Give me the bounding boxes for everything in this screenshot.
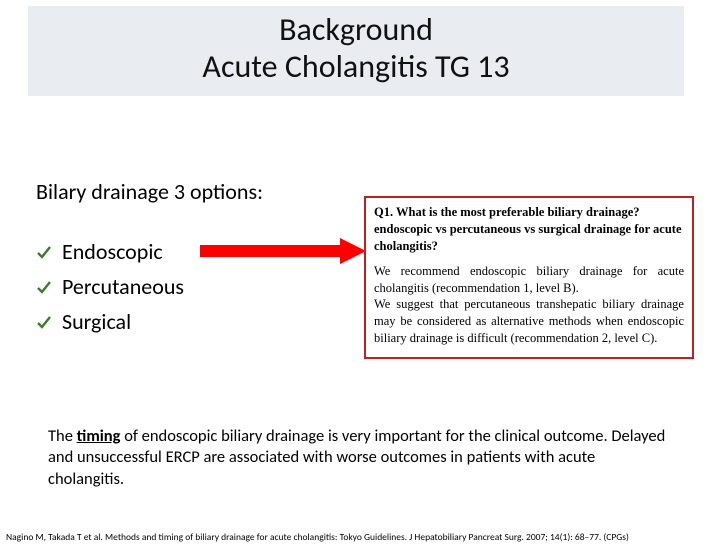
title-line-1: Background [28, 12, 684, 49]
option-surgical: Surgical [36, 308, 184, 335]
bottom-text: The timing of endoscopic biliary drainag… [48, 426, 672, 490]
arrow-icon [200, 238, 366, 269]
citation: Nagino M, Takada T et al. Methods and ti… [6, 532, 714, 542]
check-icon [36, 314, 54, 330]
reference-question: Q1. What is the most preferable biliary … [374, 204, 684, 255]
option-label: Endoscopic [62, 238, 163, 265]
slide: Background Acute Cholangitis TG 13 Bilar… [0, 6, 720, 546]
bottom-post: of endoscopic biliary drainage is very i… [48, 426, 665, 489]
bottom-pre: The [48, 426, 77, 446]
option-label: Percutaneous [62, 273, 184, 300]
options-list: Endoscopic Percutaneous Surgical [36, 238, 184, 343]
check-icon [36, 279, 54, 295]
reference-box: Q1. What is the most preferable biliary … [364, 196, 694, 359]
title-line-2: Acute Cholangitis TG 13 [28, 49, 684, 86]
subheading: Bilary drainage 3 options: [36, 178, 263, 205]
reference-answer: We recommend endoscopic biliary drainage… [374, 263, 684, 347]
option-percutaneous: Percutaneous [36, 273, 184, 300]
title-band: Background Acute Cholangitis TG 13 [28, 6, 684, 96]
bottom-timing: timing [77, 426, 121, 446]
option-label: Surgical [62, 308, 131, 335]
option-endoscopic: Endoscopic [36, 238, 184, 265]
check-icon [36, 244, 54, 260]
